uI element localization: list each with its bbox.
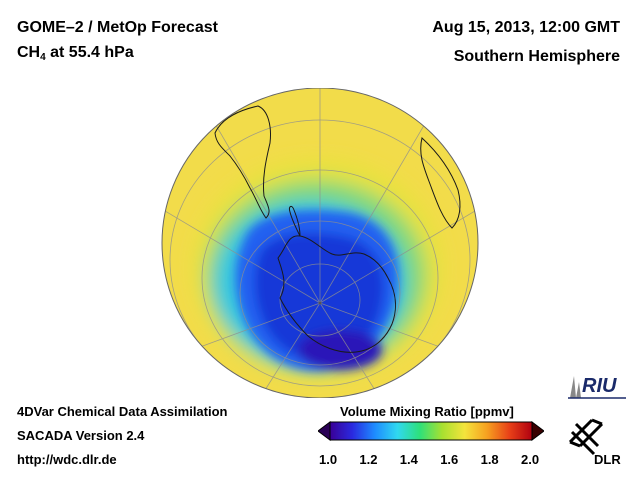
coastlines <box>214 105 461 353</box>
footer-line-2: SACADA Version 2.4 <box>17 428 145 443</box>
south-pole-marker <box>318 301 322 305</box>
antarctic-peninsula <box>289 205 301 237</box>
colorbar-tick-label: 1.6 <box>440 452 459 467</box>
riu-logo-text: RIU <box>582 375 617 397</box>
species-pressure: at 55.4 hPa <box>45 44 134 61</box>
south-america-coast <box>214 105 271 219</box>
footer-line-1: 4DVar Chemical Data Assimilation <box>17 404 228 419</box>
graticule <box>162 88 478 398</box>
colorbar-tick-label: 1.0 <box>319 452 338 467</box>
footer-url[interactable]: http://wdc.dlr.de <box>17 452 117 467</box>
colorbar-tick-label: 1.4 <box>399 452 418 467</box>
colorbar-tick-label: 1.8 <box>480 452 499 467</box>
dlr-logo-text: DLR <box>594 452 621 467</box>
riu-logo: RIU <box>568 375 626 399</box>
colorbar-under-arrow <box>318 421 331 441</box>
antarctica-coast <box>277 235 396 353</box>
forecast-datetime: Aug 15, 2013, 12:00 GMT <box>432 19 620 36</box>
colorbar-title: Volume Mixing Ratio [ppmv] <box>340 404 514 419</box>
colorbar-over-arrow <box>531 421 544 441</box>
colorbar-tick-label: 2.0 <box>521 452 540 467</box>
colorbar <box>318 421 544 441</box>
colorbar-tick-label: 1.2 <box>359 452 378 467</box>
species-label: CH4 at 55.4 hPa <box>17 44 134 63</box>
species-main: CH <box>17 44 41 61</box>
dlr-logo: DLR <box>568 418 621 467</box>
africa-coast <box>420 137 461 229</box>
field-vortex-core <box>254 233 384 361</box>
hemisphere-globe <box>161 88 479 398</box>
species-subscript: 4 <box>40 52 46 63</box>
map-title: GOME–2 / MetOp Forecast <box>17 19 218 36</box>
region-label: Southern Hemisphere <box>453 48 620 65</box>
colorbar-gradient <box>329 421 533 441</box>
field-vortex-deep <box>298 330 382 370</box>
globe-outline <box>161 88 479 398</box>
